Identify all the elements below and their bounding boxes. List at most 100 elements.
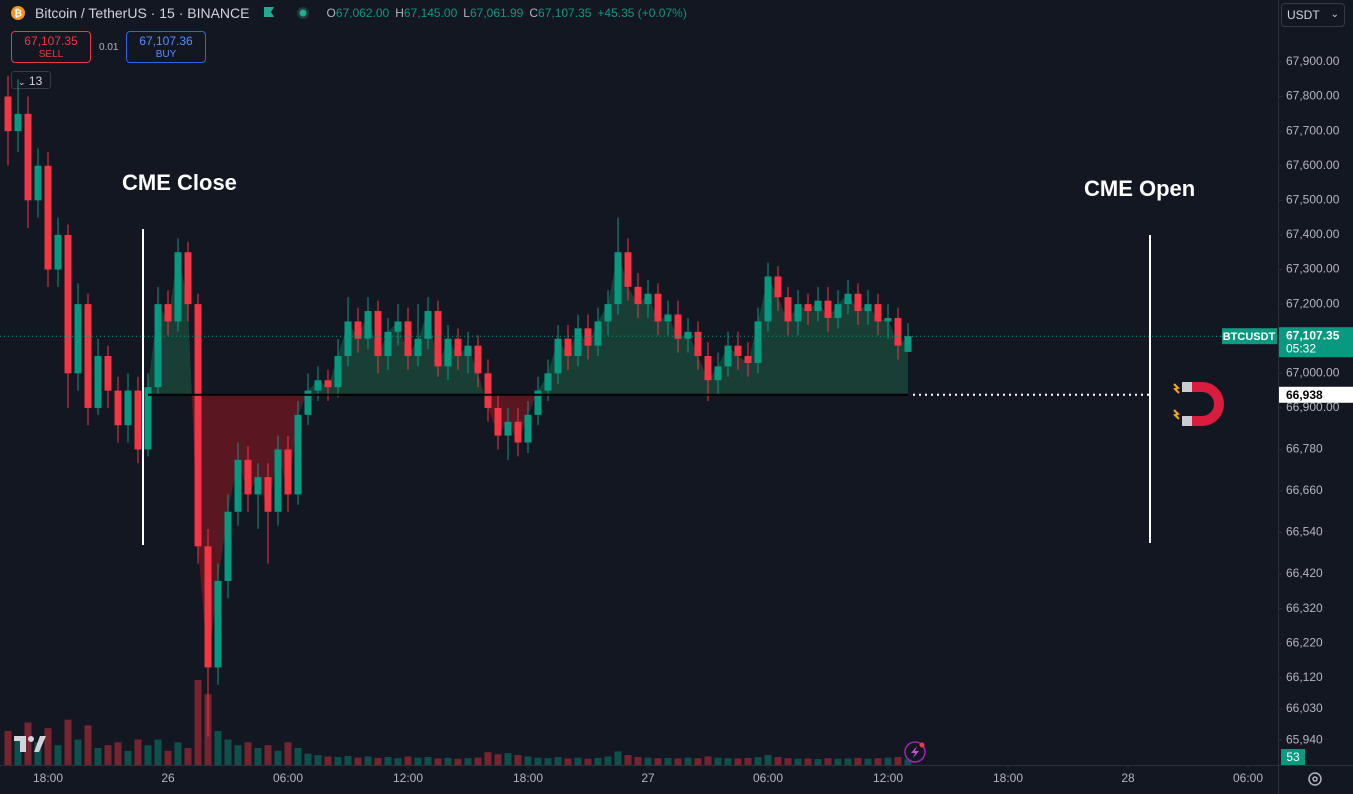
candle-body [454, 338, 462, 357]
volume-bar [844, 758, 852, 765]
y-tick-label: 67,000.00 [1286, 366, 1340, 380]
ohlc-key: L [463, 6, 470, 20]
volume-bar [864, 758, 872, 765]
currency: USDT [1287, 8, 1320, 22]
currency-select[interactable]: USDT ⌄ [1281, 3, 1345, 27]
candle-body [904, 336, 912, 352]
volume-badge-label: 53 [1286, 750, 1300, 764]
indicators-toggle[interactable]: ⌄ 13 [11, 71, 51, 89]
candle-body [864, 304, 872, 312]
volume-bar [74, 739, 82, 765]
volume-bar [304, 753, 312, 765]
volume-bar [174, 742, 182, 765]
volume-bar [834, 758, 842, 765]
volume-bar [114, 742, 122, 765]
volume-bar [644, 757, 652, 765]
volume-bar [84, 725, 92, 765]
candle-body [424, 311, 432, 339]
volume-bar [724, 758, 732, 765]
volume-bar [334, 757, 342, 765]
volume-bar [364, 756, 372, 765]
buy-button[interactable]: 67,107.36 BUY [126, 31, 206, 63]
symbol-header: ₿ Bitcoin / TetherUS · 15 · BINANCE O67,… [10, 5, 687, 21]
candle-body [364, 311, 372, 339]
volume-bar [534, 757, 542, 765]
symbol-title[interactable]: Bitcoin / TetherUS · 15 · BINANCE [35, 5, 250, 21]
candle-body [394, 321, 402, 332]
magnet-icon [1173, 382, 1224, 426]
candle-body [534, 390, 542, 415]
volume-bar [544, 758, 552, 765]
symbol-tag [1222, 328, 1277, 345]
volume-bar [664, 757, 672, 765]
y-tick-label: 66,900.00 [1286, 400, 1340, 414]
candle-body [604, 304, 612, 322]
volume-bar [584, 758, 592, 765]
y-tick-label: 67,600.00 [1286, 158, 1340, 172]
candle-body [214, 580, 222, 668]
candle-body [264, 477, 272, 512]
x-tick-label: 28 [1121, 771, 1135, 785]
volume-bar [854, 757, 862, 765]
candle-body [274, 449, 282, 512]
volume-bar [254, 748, 262, 765]
candle-body [174, 252, 182, 322]
volume-bar [494, 754, 502, 765]
ohlc-item: H67,145.00 [395, 6, 457, 20]
svg-text:₿: ₿ [14, 8, 22, 20]
volume-bar [484, 752, 492, 765]
candle-body [74, 304, 82, 374]
candle-body [144, 387, 152, 450]
candle-body [284, 449, 292, 495]
candle-body [544, 373, 552, 391]
candle-body [804, 304, 812, 312]
sell-label: SELL [38, 49, 64, 60]
candle-body [64, 234, 72, 374]
flag-icon[interactable] [262, 6, 276, 20]
candle-body [514, 421, 522, 443]
volume-bar [314, 755, 322, 765]
candle-body [664, 314, 672, 322]
volume-bar [514, 755, 522, 765]
volume-bar [394, 758, 402, 765]
candle-body [854, 293, 862, 312]
volume-bar [424, 757, 432, 765]
volume-bar [684, 757, 692, 765]
y-tick-label: 67,700.00 [1286, 123, 1340, 137]
candle-body [204, 546, 212, 668]
y-tick-label: 67,900.00 [1286, 54, 1340, 68]
volume-bar [874, 758, 882, 765]
volume-bar [124, 750, 132, 765]
volume-bar [554, 757, 562, 765]
volume-bar [144, 745, 152, 765]
volume-bar [634, 757, 642, 765]
volume-bar [64, 719, 72, 765]
volume-bar [774, 757, 782, 765]
sell-button[interactable]: 67,107.35 SELL [11, 31, 91, 63]
candle-body [884, 317, 892, 322]
candle-body [704, 356, 712, 381]
volume-bar [804, 758, 812, 765]
candle-body [624, 252, 632, 287]
candle-body [654, 293, 662, 322]
settings-button[interactable] [1308, 772, 1322, 786]
lightning-button[interactable] [904, 741, 926, 763]
volume-bar [224, 739, 232, 765]
candle-body [754, 321, 762, 363]
x-tick-label: 06:00 [753, 771, 783, 785]
candle-body [794, 304, 802, 322]
candle-body [414, 338, 422, 357]
candle-body [584, 328, 592, 346]
volume-bar [764, 755, 772, 765]
volume-bar [284, 742, 292, 765]
candle-body [784, 297, 792, 322]
candle-body [564, 338, 572, 357]
volume-bar [624, 755, 632, 765]
volume-bar [244, 742, 252, 765]
volume-bar [264, 745, 272, 765]
candle-body [684, 331, 692, 339]
buy-price: 67,107.36 [139, 34, 193, 48]
volume-bar [194, 680, 202, 765]
